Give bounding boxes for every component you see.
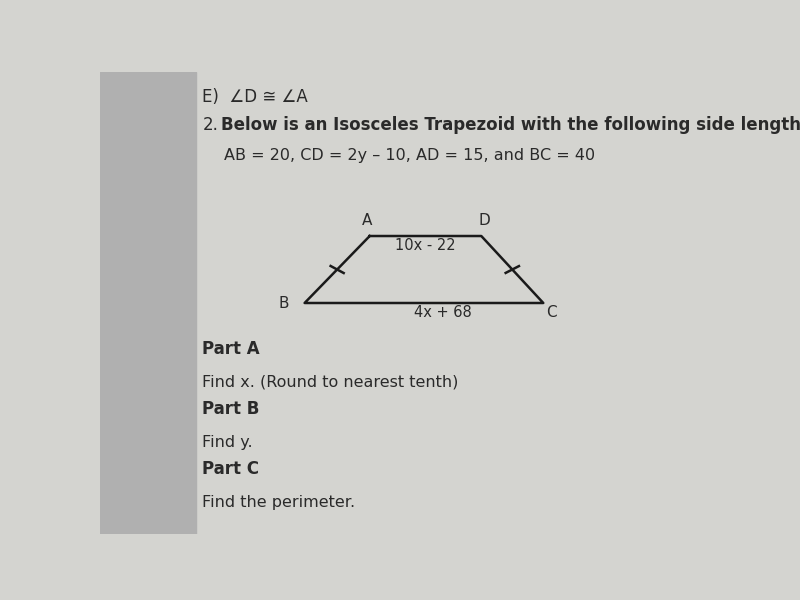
Text: Part C: Part C	[202, 460, 259, 478]
Text: Part A: Part A	[202, 340, 260, 358]
Text: B: B	[278, 295, 289, 311]
Text: Find the perimeter.: Find the perimeter.	[202, 495, 355, 510]
Text: Part B: Part B	[202, 400, 260, 418]
Text: D: D	[478, 212, 490, 227]
Text: 4x + 68: 4x + 68	[414, 305, 471, 320]
Text: C: C	[546, 305, 557, 320]
Text: Find x. (Round to nearest tenth): Find x. (Round to nearest tenth)	[202, 374, 458, 389]
Text: Find y.: Find y.	[202, 434, 253, 449]
Bar	[100, 72, 196, 534]
Text: AB = 20, CD = 2y – 10, AD = 15, and BC = 40: AB = 20, CD = 2y – 10, AD = 15, and BC =…	[225, 148, 595, 163]
Text: 10x - 22: 10x - 22	[395, 238, 456, 253]
Text: E)  ∠D ≅ ∠A: E) ∠D ≅ ∠A	[202, 88, 308, 106]
Text: Below is an Isosceles Trapezoid with the following side lengths:: Below is an Isosceles Trapezoid with the…	[221, 116, 800, 134]
Text: 2.: 2.	[202, 116, 218, 134]
Text: A: A	[362, 212, 372, 227]
